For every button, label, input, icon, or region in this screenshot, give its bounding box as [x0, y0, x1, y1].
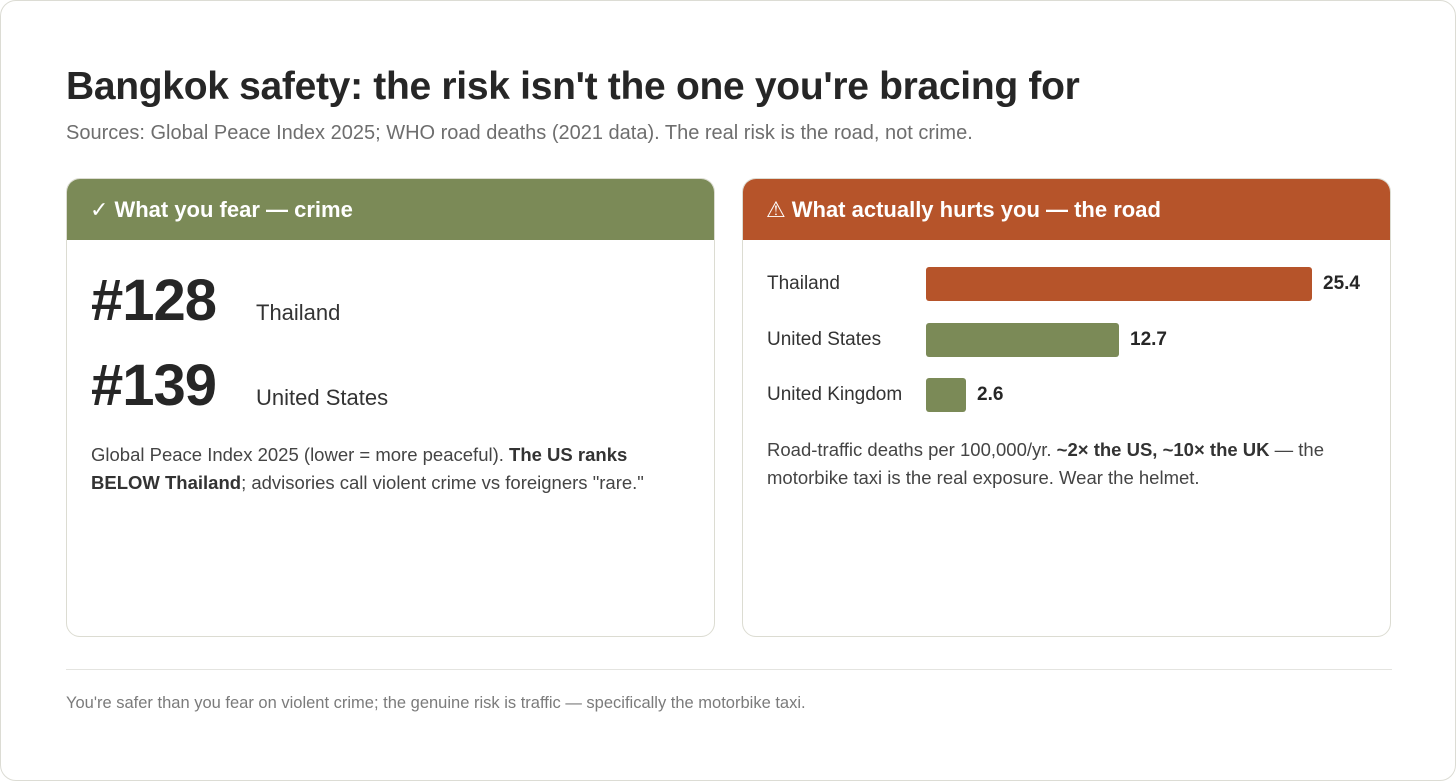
bar-value-label: 2.6 — [977, 384, 1004, 405]
note-emphasis: ~2× the US, ~10× the UK — [1056, 439, 1270, 460]
warning-icon: ⚠ — [766, 196, 786, 222]
note-text: Road-traffic deaths per 100,000/yr. — [767, 439, 1057, 460]
rank-number: #128 — [91, 268, 217, 333]
rank-country: United States — [256, 385, 389, 410]
bar-category-label: Thailand — [767, 273, 840, 294]
bar-value-label: 25.4 — [1323, 273, 1360, 294]
bar-category-label: United Kingdom — [767, 384, 903, 405]
checkmark-icon: ✓ — [90, 196, 109, 222]
note-text: Global Peace Index 2025 (lower = more pe… — [91, 444, 510, 465]
road-card-header: ⚠ What actually hurts you — the road — [743, 179, 1390, 240]
bar — [926, 322, 1119, 357]
rank-number: #139 — [91, 353, 217, 418]
page-title: Bangkok safety: the risk isn't the one y… — [66, 65, 1080, 108]
road-card-title: What actually hurts you — the road — [791, 196, 1161, 222]
rank-country: Thailand — [256, 300, 341, 325]
footer-note: You're safer than you fear on violent cr… — [66, 694, 806, 712]
footer-divider — [66, 669, 1392, 670]
road-card: ⚠ What actually hurts you — the road Tha… — [742, 178, 1391, 637]
bar — [926, 378, 966, 412]
note-text: — the motorbike taxi is the real exposur… — [767, 439, 1325, 488]
page-subtitle: Sources: Global Peace Index 2025; WHO ro… — [66, 122, 973, 144]
peace-index-note: Global Peace Index 2025 (lower = more pe… — [91, 441, 691, 497]
bar-value-label: 12.7 — [1130, 328, 1167, 350]
road-deaths-note: Road-traffic deaths per 100,000/yr. ~2× … — [767, 436, 1367, 492]
bar-row-thailand: Thailand 25.4 — [767, 266, 1377, 302]
bar-row-united-states: United States 12.7 — [767, 322, 1377, 358]
bar-row-united-kingdom: United Kingdom 2.6 — [767, 377, 1377, 413]
note-emphasis: The US ranks BELOW Thailand — [91, 444, 628, 493]
rank-row-united-states: #139 United States — [91, 352, 388, 419]
crime-card-title: What you fear — crime — [114, 196, 353, 222]
rank-row-thailand: #128 Thailand — [91, 267, 340, 334]
bar-category-label: United States — [767, 328, 882, 350]
crime-card: ✓ What you fear — crime #128 Thailand #1… — [66, 178, 715, 637]
bar — [926, 267, 1312, 301]
note-text: ; advisories call violent crime vs forei… — [241, 472, 644, 493]
crime-card-header: ✓ What you fear — crime — [67, 179, 714, 240]
